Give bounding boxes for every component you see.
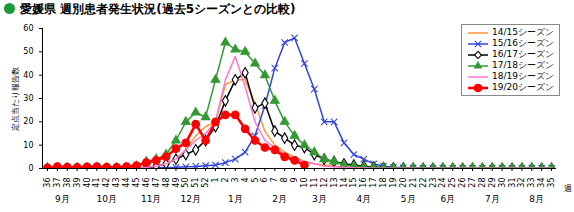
svg-text:50: 50	[23, 47, 33, 56]
svg-text:31: 31	[508, 178, 517, 188]
svg-text:12: 12	[320, 178, 329, 188]
html-text:18/19シーズン: 18/19シーズン	[492, 71, 554, 81]
svg-text:7月: 7月	[485, 194, 500, 204]
svg-text:5: 5	[251, 178, 260, 183]
svg-text:5月: 5月	[401, 194, 416, 204]
svg-text:34: 34	[537, 178, 546, 188]
svg-text:33: 33	[527, 178, 536, 188]
svg-text:2: 2	[221, 178, 230, 183]
svg-text:6: 6	[260, 178, 269, 183]
svg-text:60: 60	[23, 24, 33, 33]
svg-text:52: 52	[201, 178, 210, 188]
svg-text:47: 47	[152, 178, 161, 188]
html-text:14/15シーズン: 14/15シーズン	[492, 27, 554, 37]
svg-text:44: 44	[122, 178, 131, 188]
svg-text:15: 15	[349, 178, 358, 188]
html-text:愛媛県 週別患者発生状況(過去5シーズンとの比較): 愛媛県 週別患者発生状況(過去5シーズンとの比較)	[20, 2, 296, 16]
svg-text:10月: 10月	[97, 194, 117, 204]
svg-text:21: 21	[409, 178, 418, 188]
svg-text:13: 13	[330, 178, 339, 188]
svg-text:27: 27	[468, 178, 477, 188]
svg-text:3: 3	[231, 178, 240, 183]
svg-text:35: 35	[547, 178, 556, 188]
svg-text:20: 20	[399, 178, 408, 188]
svg-text:週: 週	[564, 184, 572, 193]
svg-text:3月: 3月	[312, 194, 327, 204]
svg-text:50: 50	[181, 178, 190, 188]
html-text:16/17シーズン: 16/17シーズン	[492, 49, 554, 59]
svg-text:2月: 2月	[272, 194, 287, 204]
svg-text:51: 51	[191, 178, 200, 188]
svg-text:40: 40	[83, 178, 92, 188]
svg-text:37: 37	[53, 178, 62, 188]
svg-text:36: 36	[43, 178, 52, 188]
svg-text:18: 18	[379, 178, 388, 188]
svg-text:38: 38	[63, 178, 72, 188]
svg-text:7: 7	[270, 178, 279, 183]
svg-text:22: 22	[419, 178, 428, 188]
svg-text:23: 23	[429, 178, 438, 188]
svg-text:42: 42	[102, 178, 111, 188]
svg-text:17: 17	[369, 178, 378, 188]
svg-text:1月: 1月	[228, 194, 243, 204]
svg-text:43: 43	[112, 178, 121, 188]
svg-text:40: 40	[23, 71, 33, 80]
svg-text:19: 19	[389, 178, 398, 188]
svg-text:26: 26	[458, 178, 467, 188]
svg-text:14: 14	[340, 178, 349, 188]
svg-text:4月: 4月	[356, 194, 371, 204]
svg-text:8: 8	[280, 178, 289, 183]
html-text:15/16シーズン: 15/16シーズン	[492, 38, 554, 48]
svg-text:39: 39	[73, 178, 82, 188]
svg-text:8月: 8月	[529, 194, 544, 204]
svg-text:30: 30	[23, 94, 33, 103]
svg-text:11: 11	[310, 178, 319, 188]
svg-text:32: 32	[517, 178, 526, 188]
svg-text:12月: 12月	[181, 194, 201, 204]
svg-text:45: 45	[132, 178, 141, 188]
svg-text:10: 10	[23, 141, 33, 150]
svg-text:30: 30	[498, 178, 507, 188]
svg-text:1: 1	[211, 178, 220, 183]
svg-text:29: 29	[488, 178, 497, 188]
svg-text:16: 16	[359, 178, 368, 188]
html-text:19/20シーズン: 19/20シーズン	[492, 82, 554, 92]
svg-text:0: 0	[28, 164, 33, 173]
svg-text:10: 10	[300, 178, 309, 188]
html-text:17/18シーズン: 17/18シーズン	[492, 60, 554, 70]
svg-text:11月: 11月	[141, 194, 161, 204]
svg-text:49: 49	[172, 178, 181, 188]
svg-text:定点当たり報告数: 定点当たり報告数	[11, 67, 20, 131]
svg-text:25: 25	[448, 178, 457, 188]
svg-text:9: 9	[290, 178, 299, 183]
svg-text:9月: 9月	[55, 194, 70, 204]
svg-text:46: 46	[142, 178, 151, 188]
svg-text:20: 20	[23, 117, 33, 126]
svg-text:6月: 6月	[440, 194, 455, 204]
svg-text:41: 41	[92, 178, 101, 188]
svg-text:4: 4	[241, 178, 250, 183]
svg-text:24: 24	[438, 178, 447, 188]
svg-text:28: 28	[478, 178, 487, 188]
svg-text:48: 48	[162, 178, 171, 188]
